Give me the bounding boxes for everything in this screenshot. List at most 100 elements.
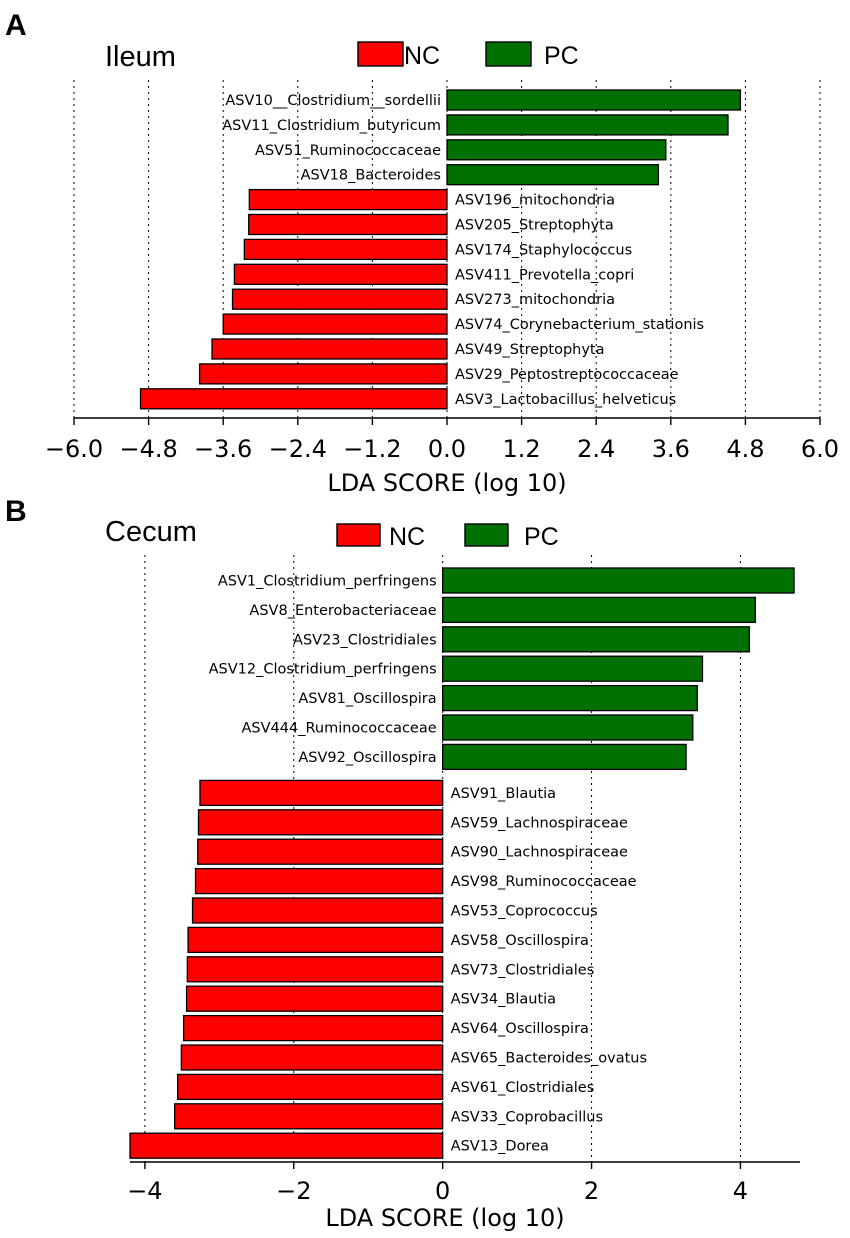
bar-label: ASV11_Clostridium_butyricum [222,118,441,134]
bar-label: ASV58_Oscillospira [451,933,589,949]
bar-nc [182,1014,444,1042]
bar-pc [446,89,742,111]
bar-label: ASV51_Ruminococcaceae [255,143,441,159]
bar-nc [199,779,444,807]
bar-label: ASV91_Blautia [451,786,556,802]
bar-label: ASV411_Prevotella_copri [455,267,634,283]
bar-nc [174,1103,444,1130]
legend-label-pc: PC [524,523,559,551]
x-tick-label: 2.4 [577,435,615,463]
bar-label: ASV65_Bacteroides_ovatus [451,1051,647,1067]
x-tick-label: −2 [276,1177,311,1205]
bar-label: ASV29_Peptostreptococcaceae [455,367,679,383]
legend-label-pc: PC [544,42,579,70]
bar-label: ASV49_Streptophyta [455,342,605,358]
bars-cecum: ASV1_Clostridium_perfringens ASV8_Enterob… [129,567,795,1159]
bar-label: ASV90_Lachnospiraceae [451,845,628,861]
bar-nc [233,263,448,285]
bar-label: ASV13_Dorea [451,1139,549,1155]
bar-pc [442,743,687,771]
bar-nc [211,338,448,360]
bar-nc [197,838,444,865]
panel-a-letter: A [5,9,27,42]
bar-pc [446,114,729,136]
bar-label: ASV8_Enterobacteriaceae [249,603,436,619]
bar-nc [129,1132,444,1159]
bar-label: ASV61_Clostridiales [451,1080,595,1096]
legend-label-nc: NC [404,42,440,70]
bar-label: ASV1_Clostridium_perfringens [218,574,437,590]
x-tick-label: 4.8 [726,435,764,463]
bar-label: ASV196_mitochondria [455,193,615,209]
panel-a-ileum: A Ileum NC PC −6.0 −4.8 −3.6 −2.4 −1.2 0.0 1.2 2.4 3… [5,9,839,497]
bar-nc [187,926,444,954]
bar-label: ASV174_Staphylococcus [455,242,632,258]
legend-swatch-nc [357,41,404,67]
legend-swatch-pc [485,41,532,67]
x-tick-label: 0.0 [428,435,466,463]
bar-label: ASV92_Oscillospira [298,750,436,766]
bar-nc [248,188,448,211]
bar-label: ASV64_Oscillospira [451,1021,589,1037]
x-tick-label: −4.8 [119,435,177,463]
bar-label: ASV98_Ruminococcaceae [451,874,637,890]
chart-title-ileum: Ileum [105,41,176,73]
x-tick-label: 2 [584,1177,599,1205]
bar-pc [446,139,667,161]
x-tick-label: −2.4 [269,435,327,463]
bar-nc [222,313,448,335]
bar-label: ASV23_Clostridiales [293,632,437,648]
bar-pc [442,714,694,741]
chart-title-cecum: Cecum [105,516,197,548]
x-tick-label: 3.6 [652,435,690,463]
x-tick-label: −6.0 [45,435,103,463]
x-axis-ileum: −6.0 −4.8 −3.6 −2.4 −1.2 0.0 1.2 2.4 3.6 4.8 6.0 LD… [45,80,839,497]
bar-label: ASV81_Oscillospira [298,691,436,707]
bar-label: ASV18_Bacteroides [301,168,441,184]
bar-label: ASV3_Lactobacillus_helveticus [455,392,676,408]
bar-label: ASV444_Ruminococcaceae [241,721,436,737]
panel-b-letter: B [5,495,27,528]
bar-nc [191,897,444,924]
bar-nc [197,809,444,836]
bar-pc [442,567,795,594]
x-axis-label: LDA SCORE (log 10) [327,469,566,497]
bar-pc [442,626,751,653]
panel-b-cecum: B Cecum NC PC −4 −2 0 2 4 LDA SCORE (log 10) ASV1_… [5,495,800,1232]
bar-nc [198,363,448,385]
bar-label: ASV53_Coprococcus [451,904,598,920]
x-tick-label: 1.2 [503,435,541,463]
bar-nc [248,213,448,236]
x-tick-label: 0 [435,1177,450,1205]
bar-nc [185,985,444,1012]
bar-label: ASV34_Blautia [451,992,556,1008]
bar-pc [446,164,660,186]
bar-nc [180,1044,444,1071]
x-tick-label: −1.2 [343,435,401,463]
legend-ileum: NC PC [357,41,579,70]
bar-label: ASV59_Lachnospiraceae [451,815,628,831]
bar-nc [231,288,448,310]
bar-pc [442,655,704,682]
x-tick-label: 6.0 [801,435,839,463]
bar-label: ASV12_Clostridium_perfringens [209,662,437,678]
bar-label: ASV33_Coprobacillus [451,1109,603,1125]
x-tick-label: −4 [127,1177,162,1205]
x-axis-label: LDA SCORE (log 10) [325,1204,564,1232]
bar-nc [139,388,448,410]
x-tick-label: 4 [733,1177,748,1205]
bar-label: ASV10__Clostridium__sordellii [225,93,441,109]
x-tick-label: −3.6 [194,435,252,463]
bar-nc [243,238,448,261]
bar-label: ASV205_Streptophyta [455,218,614,234]
bar-label: ASV73_Clostridiales [451,962,595,978]
bar-nc [194,867,444,895]
bar-pc [442,684,698,712]
legend-label-nc: NC [389,523,425,551]
bars-ileum: ASV10__Clostridium__sordellii ASV11_Clost… [139,89,742,410]
legend-swatch-nc [336,523,381,547]
bar-label: ASV273_mitochondria [455,292,615,308]
bar-pc [442,596,756,624]
legend-swatch-pc [464,523,509,547]
